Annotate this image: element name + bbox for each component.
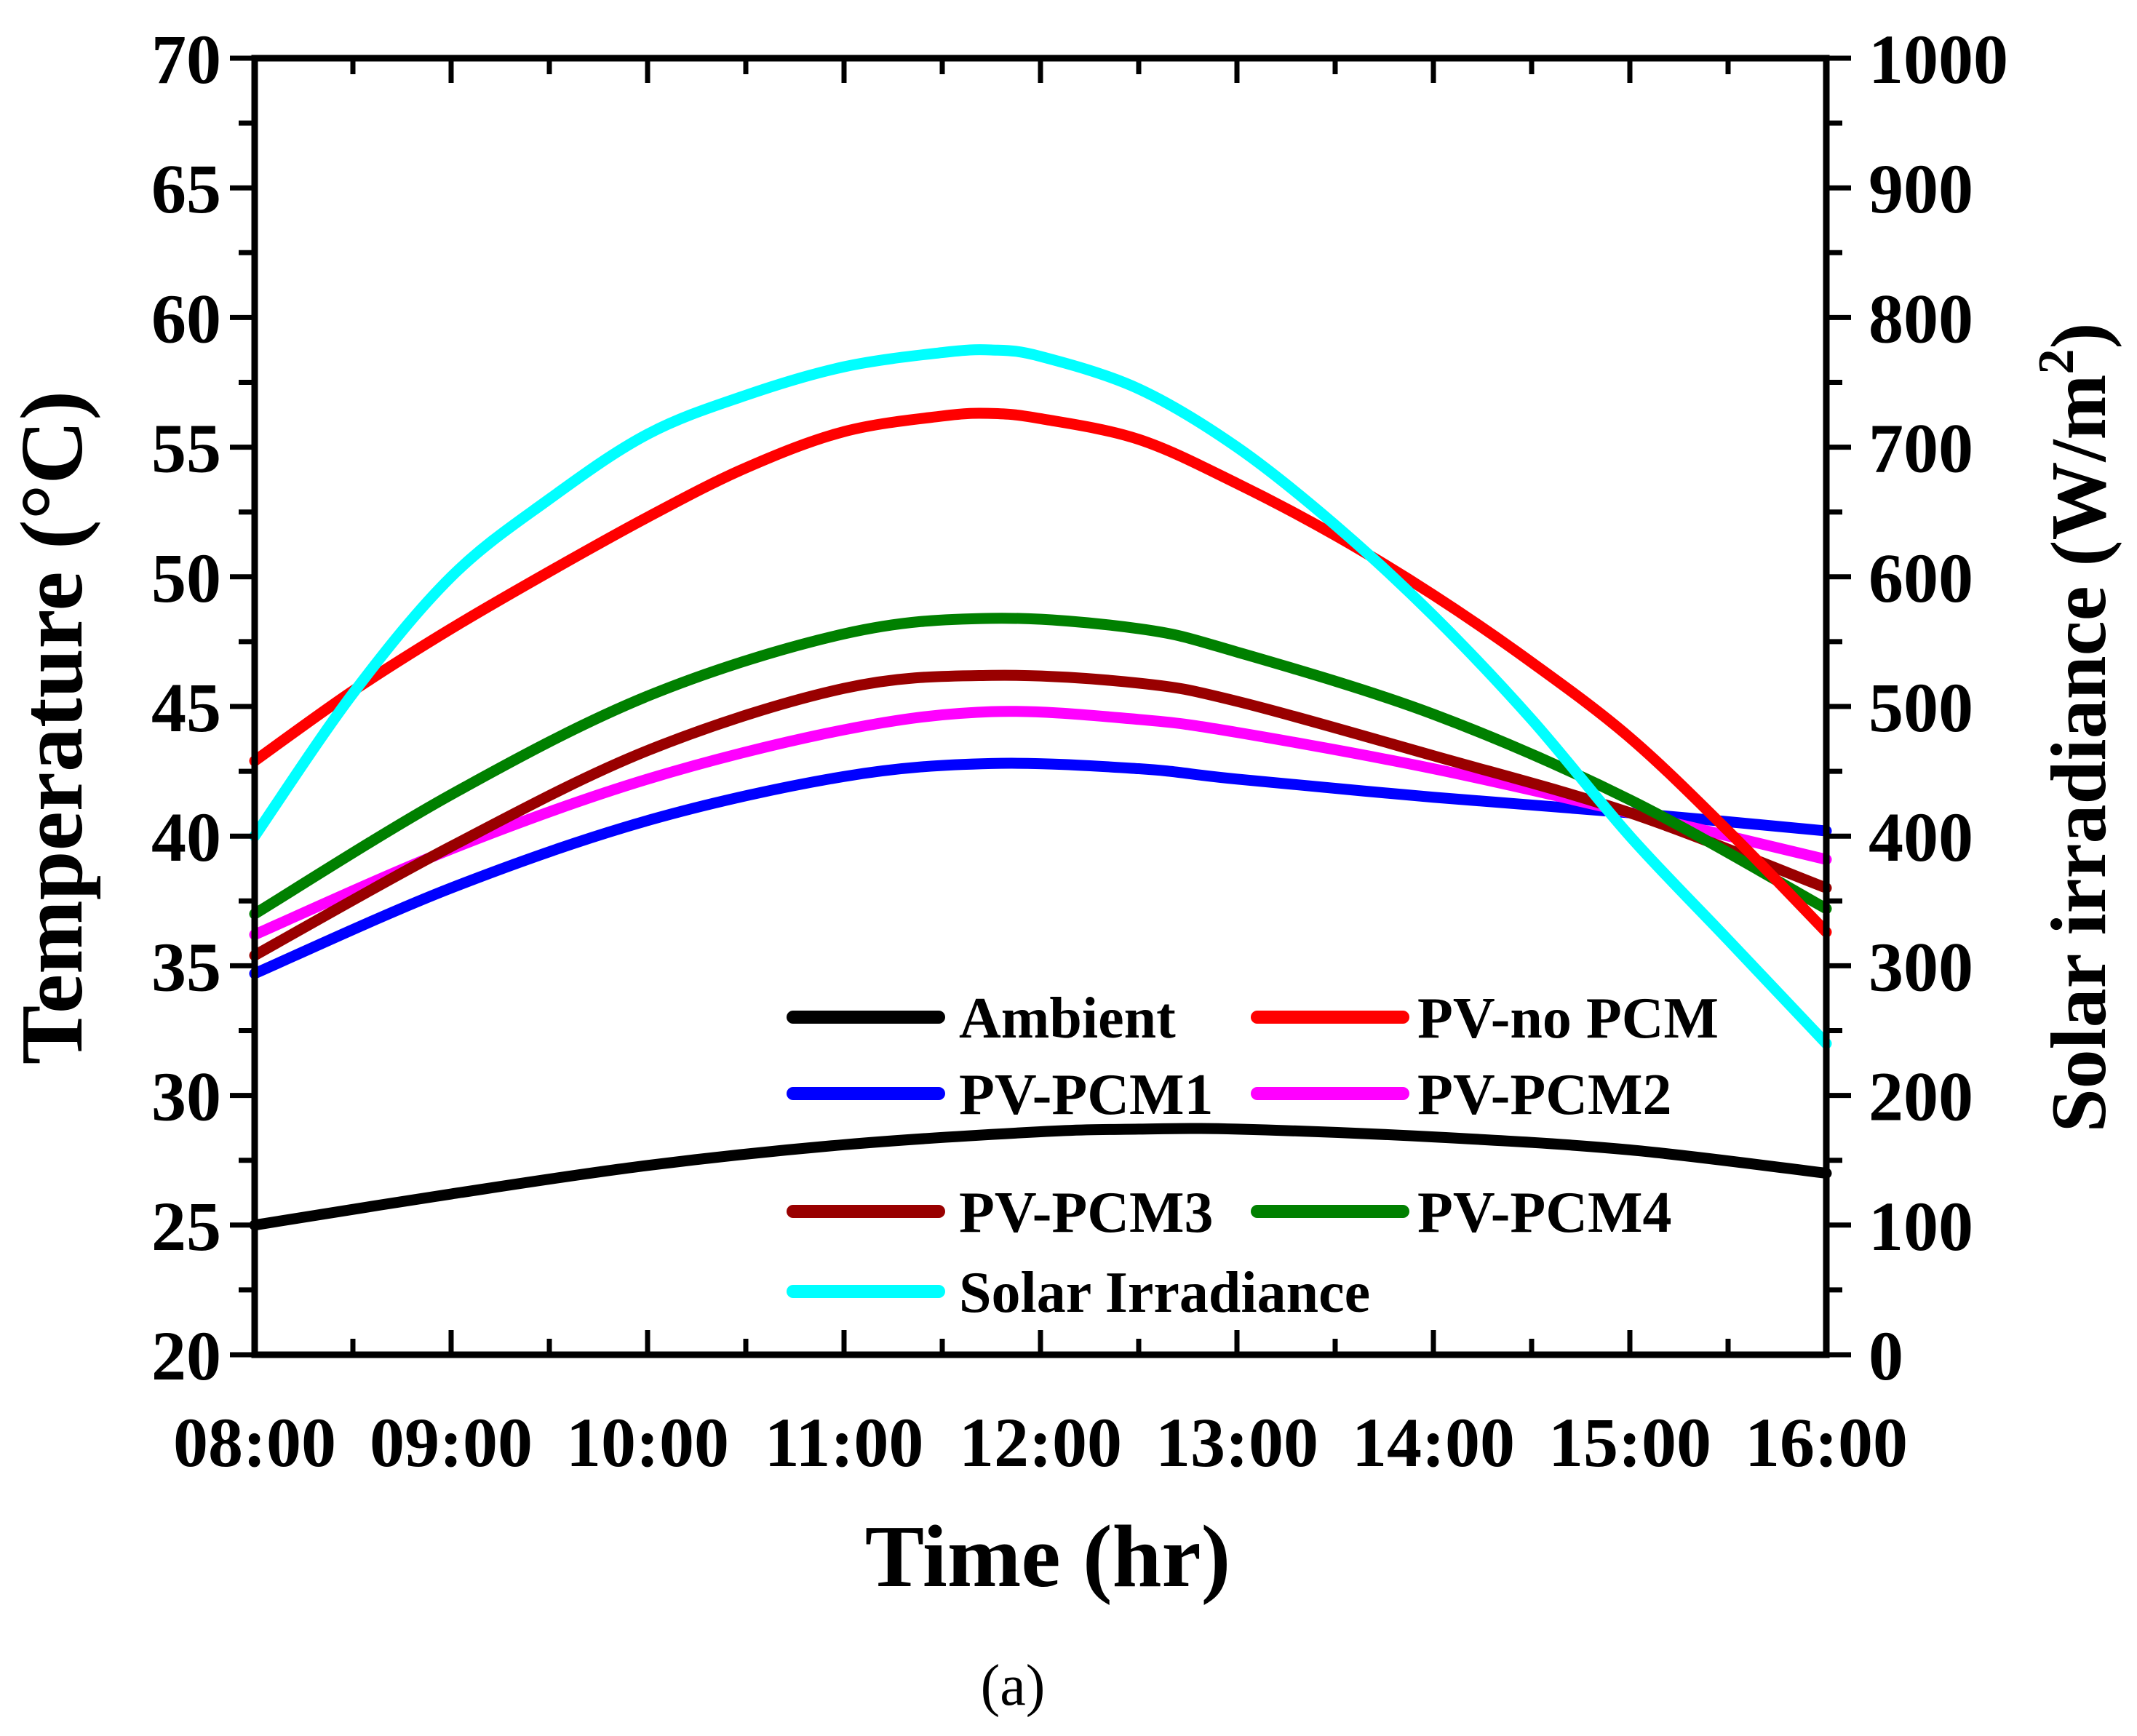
left-y-tick-label: 55 bbox=[151, 410, 221, 487]
left-y-tick-label: 60 bbox=[151, 279, 221, 357]
right-y-tick-label: 900 bbox=[1869, 150, 1973, 228]
x-tick-label: 08:00 bbox=[173, 1403, 336, 1481]
left-y-tick-label: 40 bbox=[151, 798, 221, 876]
left-y-tick-label: 65 bbox=[151, 150, 221, 228]
series-lines bbox=[249, 344, 1832, 1231]
right-y-tick-label: 1000 bbox=[1869, 20, 2008, 98]
x-tick-label: 12:00 bbox=[959, 1403, 1122, 1481]
x-tick-label: 09:00 bbox=[370, 1403, 533, 1481]
left-y-tick-label: 20 bbox=[151, 1317, 221, 1395]
right-axis-title: Solar irradiance (W/m2) bbox=[2029, 323, 2122, 1133]
legend: Ambient PV-no PCM PV-PCM1 PV-PCM2 PV-PCM3 PV-… bbox=[787, 987, 1719, 1325]
right-y-tick-label: 500 bbox=[1869, 669, 1973, 746]
x-tick-label: 11:00 bbox=[765, 1403, 924, 1481]
left-y-tick-label: 30 bbox=[151, 1058, 221, 1136]
legend-label-pv-no-pcm: PV-no PCM bbox=[1417, 987, 1719, 1051]
figure-caption: (a) bbox=[981, 1654, 1046, 1718]
x-tick-label: 13:00 bbox=[1155, 1403, 1318, 1481]
axis-ticks bbox=[230, 55, 1851, 1358]
legend-label-pv-pcm4: PV-PCM4 bbox=[1417, 1181, 1672, 1245]
right-y-tick-label: 700 bbox=[1869, 410, 1973, 487]
left-y-tick-label: 35 bbox=[151, 928, 221, 1006]
series-line-pv-pcm4 bbox=[249, 613, 1832, 920]
right-axis-title-close: ) bbox=[2036, 323, 2122, 349]
series-line-pv-pcm2 bbox=[249, 706, 1832, 941]
x-axis-title: Time (hr) bbox=[865, 1508, 1231, 1606]
right-y-tick-label: 300 bbox=[1869, 928, 1973, 1006]
left-y-tick-label: 25 bbox=[151, 1187, 221, 1265]
right-y-tick-label: 200 bbox=[1869, 1058, 1973, 1136]
legend-label-pv-pcm1: PV-PCM1 bbox=[959, 1063, 1214, 1127]
right-y-tick-label: 0 bbox=[1869, 1317, 1903, 1395]
legend-label-ambient: Ambient bbox=[959, 987, 1176, 1051]
axis-tick-labels: 08:00 09:00 10:00 11:00 12:00 13:00 14:00 15:00… bbox=[151, 20, 2008, 1481]
left-y-tick-label: 50 bbox=[151, 539, 221, 617]
right-y-tick-label: 100 bbox=[1869, 1187, 1973, 1265]
x-tick-label: 10:00 bbox=[566, 1403, 729, 1481]
series-line-solar-irradiance bbox=[249, 344, 1832, 1049]
x-tick-label: 16:00 bbox=[1745, 1403, 1908, 1481]
right-y-tick-label: 400 bbox=[1869, 798, 1973, 876]
series-line-pv-pcm3 bbox=[249, 669, 1832, 961]
left-y-tick-label: 45 bbox=[151, 669, 221, 746]
right-y-tick-label: 800 bbox=[1869, 279, 1973, 357]
legend-label-solar-irradiance: Solar Irradiance bbox=[959, 1261, 1370, 1325]
legend-label-pv-pcm2: PV-PCM2 bbox=[1417, 1063, 1672, 1127]
left-y-tick-label: 70 bbox=[151, 20, 221, 98]
right-axis-title-superscript: 2 bbox=[2029, 349, 2085, 375]
x-tick-label: 15:00 bbox=[1548, 1403, 1711, 1481]
series-line-ambient bbox=[249, 1123, 1832, 1231]
left-axis-title: Temperature (°C) bbox=[3, 391, 101, 1064]
legend-label-pv-pcm3: PV-PCM3 bbox=[959, 1181, 1214, 1245]
series-line-pv-pcm1 bbox=[249, 757, 1832, 979]
right-axis-title-text: Solar irradiance (W/m bbox=[2036, 375, 2122, 1133]
right-y-tick-label: 600 bbox=[1869, 539, 1973, 617]
x-tick-label: 14:00 bbox=[1352, 1403, 1515, 1481]
series-line-pv-no-pcm bbox=[249, 407, 1832, 938]
